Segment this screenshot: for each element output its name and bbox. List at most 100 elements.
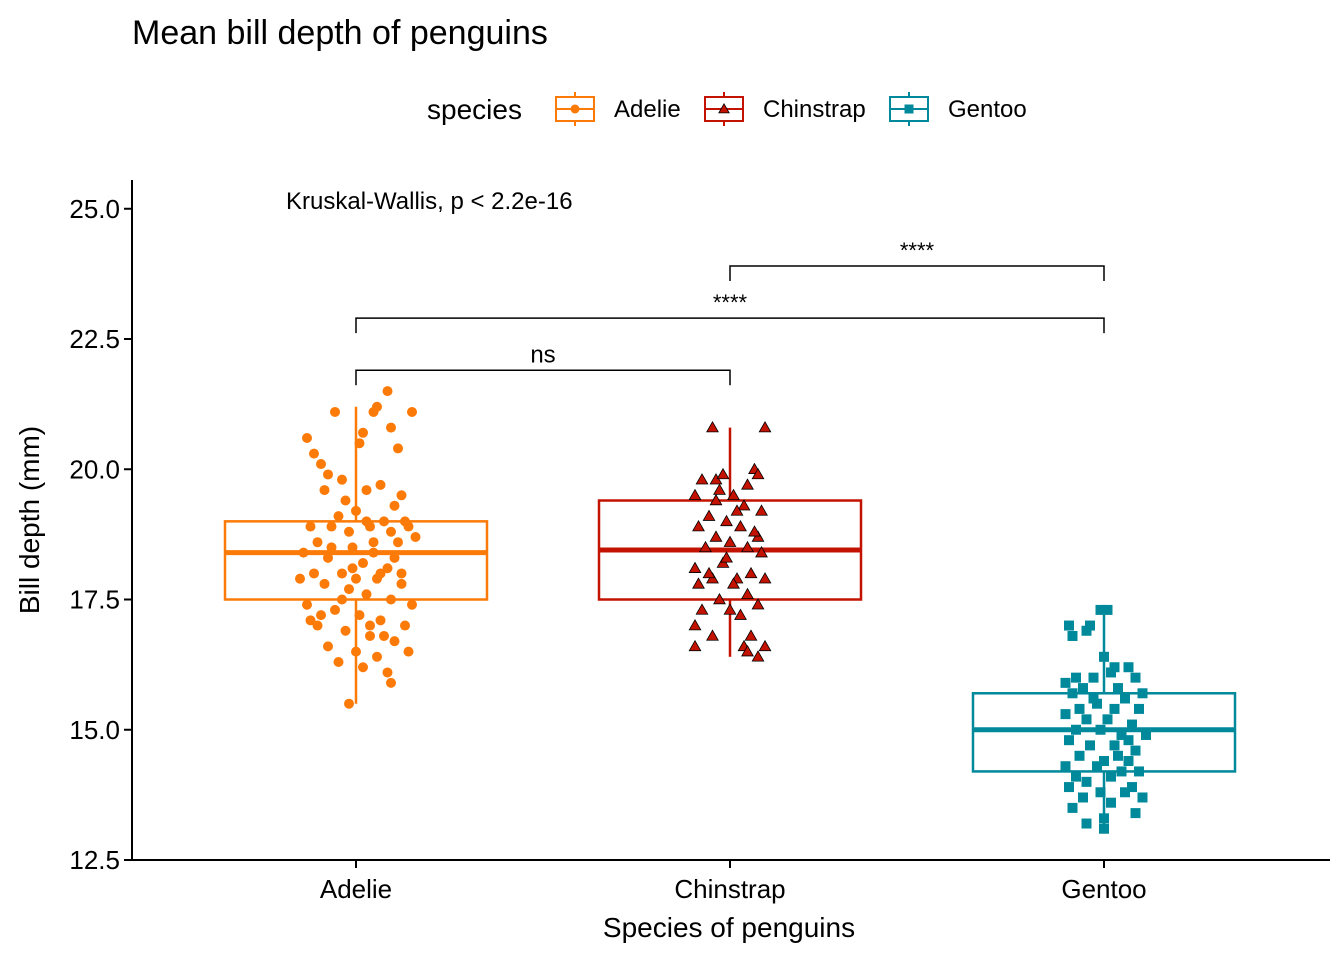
data-point (330, 604, 340, 615)
data-point (410, 531, 421, 542)
data-point (358, 427, 368, 438)
data-point (1109, 703, 1120, 714)
data-point (319, 578, 330, 589)
data-point (351, 505, 361, 516)
data-point (309, 568, 319, 579)
data-point (365, 630, 375, 641)
data-point (354, 610, 365, 621)
data-point (361, 485, 372, 496)
data-point (758, 572, 772, 584)
data-point (396, 578, 407, 589)
box-group-chinstrap (597, 421, 863, 662)
data-point (1095, 724, 1106, 735)
data-point (1106, 797, 1116, 808)
plot-area: 12.5 15.0 17.5 20.0 22.5 25.0 Adelie Chinstrap G… (69, 180, 1330, 904)
legend-item-gentoo: Gentoo (889, 92, 1027, 126)
data-point (713, 592, 726, 605)
significance-label: **** (713, 290, 748, 315)
data-point (1078, 683, 1088, 694)
data-point (1071, 724, 1081, 735)
data-point (396, 568, 407, 579)
data-point (1085, 620, 1095, 631)
data-point (1099, 756, 1109, 767)
data-point (368, 537, 379, 548)
data-point (386, 526, 396, 537)
data-point (389, 636, 400, 647)
data-point (1113, 750, 1123, 761)
data-point (1081, 625, 1092, 636)
legend-item-chinstrap: Chinstrap (704, 92, 866, 126)
data-point (727, 488, 740, 501)
data-point (323, 552, 333, 563)
data-point (751, 467, 765, 480)
data-point (1130, 745, 1141, 756)
data-point (358, 558, 368, 569)
significance-label: ns (530, 341, 555, 368)
data-point (298, 547, 309, 558)
data-point (720, 514, 733, 527)
data-point (758, 639, 772, 652)
data-point (751, 598, 765, 610)
data-point (1078, 792, 1088, 803)
legend-key-marker (904, 104, 914, 114)
data-point (375, 615, 386, 626)
data-point (351, 646, 361, 657)
data-point (326, 521, 337, 532)
data-point (1092, 698, 1102, 709)
data-point (333, 511, 344, 522)
data-point (351, 573, 361, 584)
data-point (1064, 620, 1074, 631)
data-point (1060, 677, 1071, 688)
data-point (375, 479, 386, 490)
data-point (379, 516, 389, 527)
data-point (375, 568, 386, 579)
data-point (1116, 766, 1127, 777)
data-point (716, 467, 730, 480)
box (971, 692, 1237, 773)
data-point (748, 525, 761, 537)
legend-label: Adelie (614, 96, 681, 123)
data-point (1123, 735, 1134, 746)
data-point (692, 520, 705, 532)
data-point (365, 620, 375, 631)
data-point (358, 662, 368, 673)
data-point (407, 406, 417, 417)
data-point (305, 615, 316, 626)
data-point (1106, 771, 1116, 782)
box-group-adelie (223, 386, 489, 709)
data-point (382, 386, 393, 397)
data-point (312, 620, 323, 631)
legend-title: species (427, 94, 522, 125)
data-point (1109, 662, 1120, 673)
data-point (1081, 818, 1092, 829)
data-point (1137, 792, 1148, 803)
legend: species Adelie Chinstrap Gentoo (427, 92, 1027, 126)
legend-item-adelie: Adelie (555, 92, 681, 126)
data-point (389, 552, 400, 563)
data-point (1113, 683, 1123, 694)
legend-key-marker (570, 104, 580, 114)
significance-label: **** (900, 238, 935, 263)
data-point (344, 698, 354, 709)
data-point (340, 495, 351, 506)
data-point (372, 401, 382, 412)
data-point (1095, 604, 1106, 615)
data-point (347, 542, 358, 553)
data-point (337, 474, 347, 485)
data-point (751, 650, 765, 662)
bracket-line (355, 317, 1105, 334)
box (223, 520, 489, 601)
data-point (361, 516, 372, 527)
data-point (393, 537, 403, 548)
data-point (309, 448, 319, 459)
data-point (713, 483, 726, 495)
data-point (723, 535, 737, 547)
data-point (1106, 667, 1116, 678)
data-point (734, 520, 747, 532)
y-tick-label: 15.0 (69, 715, 120, 745)
data-point (326, 542, 337, 553)
data-point (1130, 808, 1141, 819)
data-point (330, 406, 340, 417)
data-point (1092, 761, 1102, 772)
